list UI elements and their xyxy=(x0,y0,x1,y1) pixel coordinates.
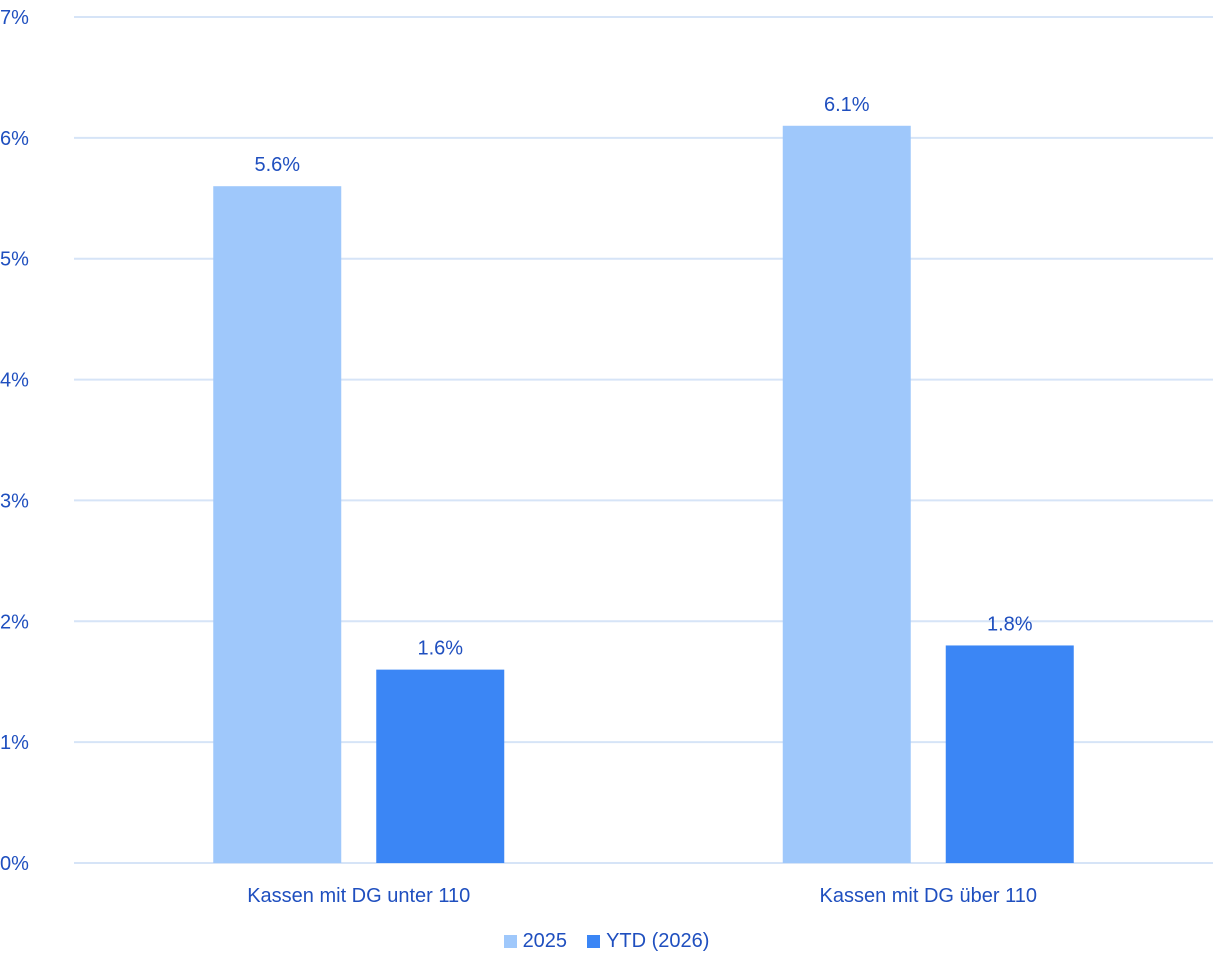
legend-swatch-ytd xyxy=(587,934,601,948)
y-axis-ticks: 0% 1% 2% 3% 4% 5% 6% 7% xyxy=(0,7,29,875)
bar-ytd-1 xyxy=(376,669,505,863)
y-tick-label: 6% xyxy=(0,128,29,150)
y-tick-label: 4% xyxy=(0,370,29,392)
bar-chart: 0% 1% 2% 3% 4% 5% 6% 7% 5.6% 1.6% 6.1% 1.8% Kassen… xyxy=(0,7,1213,907)
data-label: 1.6% xyxy=(417,638,463,660)
y-tick-label: 2% xyxy=(0,611,29,633)
legend: 2025 YTD (2026) xyxy=(0,928,1213,954)
legend-item-ytd: YTD (2026) xyxy=(587,930,709,953)
x-axis-ticks: Kassen mit DG unter 110 Kassen mit DG übe… xyxy=(247,885,1037,907)
x-tick-label: Kassen mit DG unter 110 xyxy=(247,885,470,907)
data-label: 6.1% xyxy=(824,94,870,116)
y-tick-label: 1% xyxy=(0,732,29,754)
bar-2025-1 xyxy=(213,186,342,863)
data-labels: 5.6% 1.6% 6.1% 1.8% xyxy=(254,94,1032,660)
legend-swatch-2025 xyxy=(503,934,517,948)
y-tick-label: 7% xyxy=(0,7,29,29)
legend-item-2025: 2025 xyxy=(503,929,568,953)
data-label: 1.8% xyxy=(987,613,1033,635)
legend-label-2025: 2025 xyxy=(522,929,568,952)
y-tick-label: 5% xyxy=(0,249,29,271)
x-tick-label: Kassen mit DG über 110 xyxy=(819,885,1037,907)
bar-2025-2 xyxy=(782,125,911,864)
y-tick-label: 3% xyxy=(0,490,29,512)
bar-ytd-2 xyxy=(945,645,1074,863)
data-label: 5.6% xyxy=(254,154,300,176)
bars xyxy=(213,125,1074,864)
legend-label-ytd: YTD (2026) xyxy=(606,929,710,952)
y-tick-label: 0% xyxy=(0,853,29,875)
